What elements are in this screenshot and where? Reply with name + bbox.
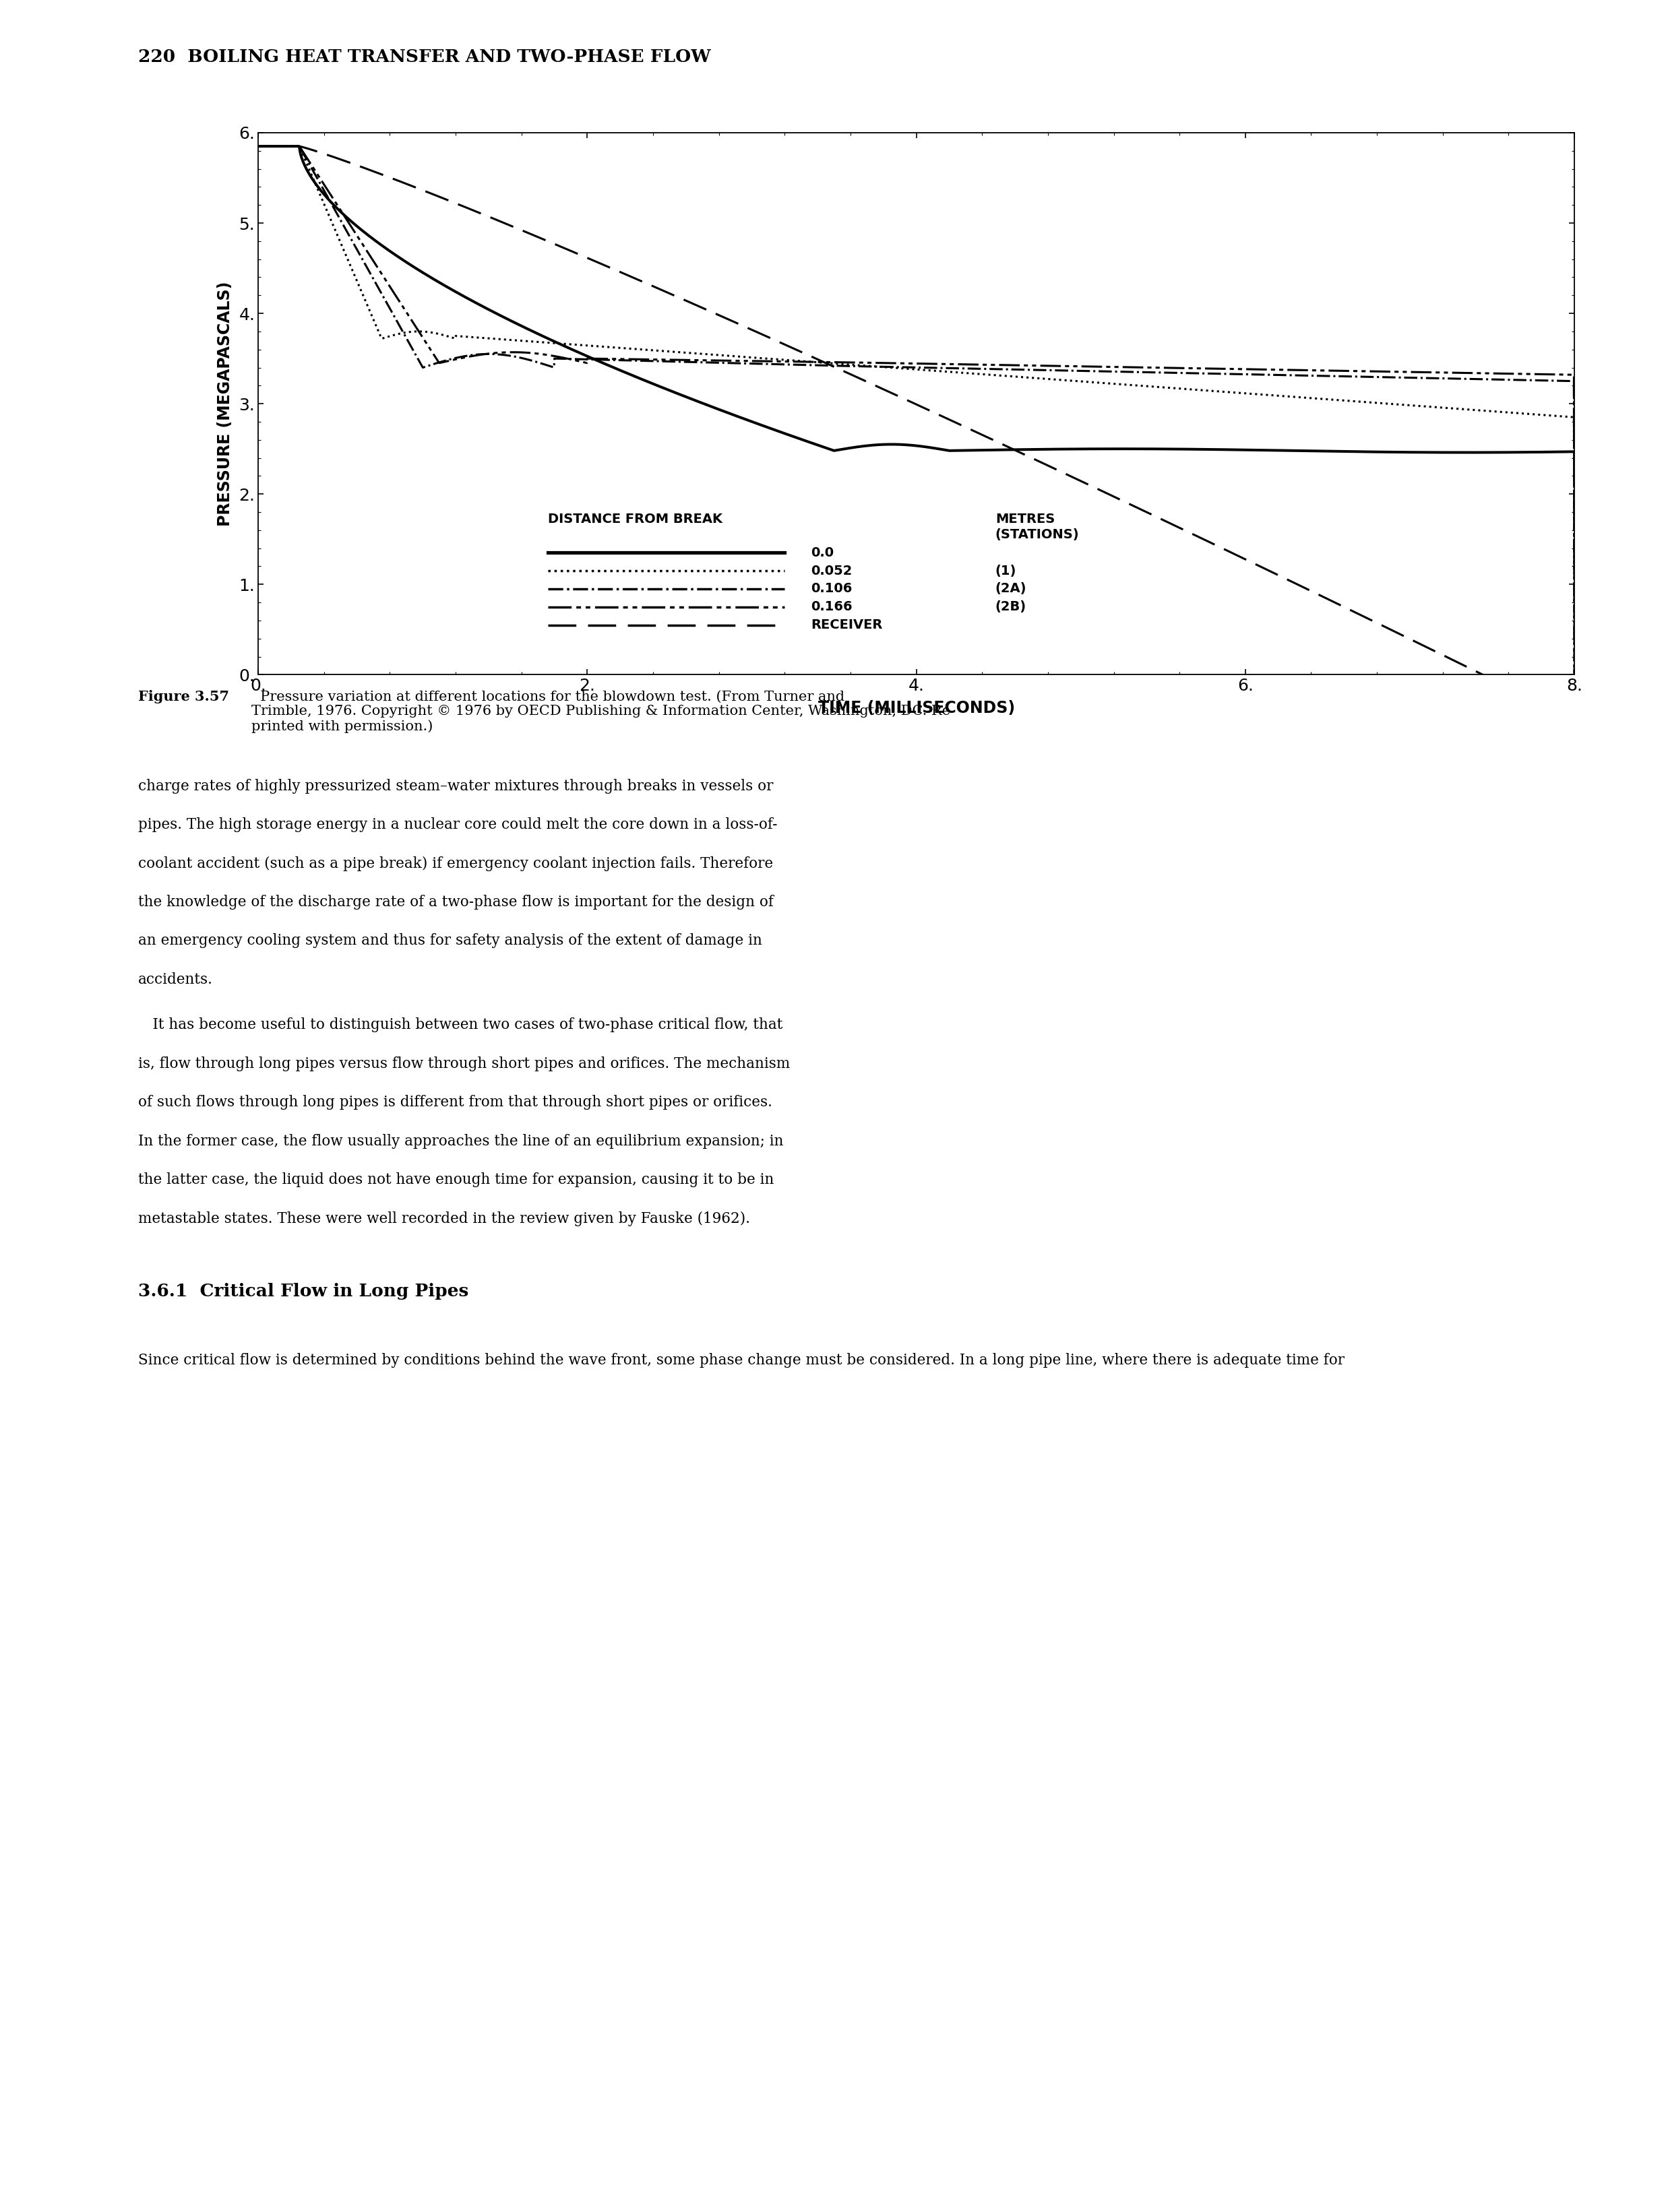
Text: 0.0: 0.0 (811, 546, 835, 560)
Text: Since critical flow is determined by conditions behind the wave front, some phas: Since critical flow is determined by con… (138, 1352, 1344, 1367)
Y-axis label: PRESSURE (MEGAPASCALS): PRESSURE (MEGAPASCALS) (217, 281, 233, 526)
Text: 3.6.1  Critical Flow in Long Pipes: 3.6.1 Critical Flow in Long Pipes (138, 1283, 468, 1301)
Text: metastable states. These were well recorded in the review given by Fauske (1962): metastable states. These were well recor… (138, 1210, 750, 1225)
Text: It has become useful to distinguish between two cases of two-phase critical flow: It has become useful to distinguish betw… (138, 1018, 783, 1033)
Text: 0.166: 0.166 (811, 599, 853, 613)
Text: pipes. The high storage energy in a nuclear core could melt the core down in a l: pipes. The high storage energy in a nucl… (138, 816, 778, 832)
Text: of such flows through long pipes is different from that through short pipes or o: of such flows through long pipes is diff… (138, 1095, 773, 1110)
Text: 0.106: 0.106 (811, 582, 853, 595)
Text: (2A): (2A) (995, 582, 1026, 595)
Text: an emergency cooling system and thus for safety analysis of the extent of damage: an emergency cooling system and thus for… (138, 933, 763, 949)
Text: Pressure variation at different locations for the blowdown test. (From Turner an: Pressure variation at different location… (252, 690, 955, 732)
Text: the knowledge of the discharge rate of a two-phase flow is important for the des: the knowledge of the discharge rate of a… (138, 894, 773, 909)
Text: the latter case, the liquid does not have enough time for expansion, causing it : the latter case, the liquid does not hav… (138, 1172, 775, 1188)
Text: 220  BOILING HEAT TRANSFER AND TWO-PHASE FLOW: 220 BOILING HEAT TRANSFER AND TWO-PHASE … (138, 49, 711, 66)
Text: charge rates of highly pressurized steam–water mixtures through breaks in vessel: charge rates of highly pressurized steam… (138, 779, 773, 794)
Text: (2B): (2B) (995, 599, 1026, 613)
Text: RECEIVER: RECEIVER (811, 619, 883, 630)
Text: is, flow through long pipes versus flow through short pipes and orifices. The me: is, flow through long pipes versus flow … (138, 1055, 790, 1071)
Text: DISTANCE FROM BREAK: DISTANCE FROM BREAK (548, 513, 723, 526)
Text: accidents.: accidents. (138, 971, 213, 987)
Text: (STATIONS): (STATIONS) (995, 529, 1080, 542)
Text: In the former case, the flow usually approaches the line of an equilibrium expan: In the former case, the flow usually app… (138, 1133, 783, 1148)
Text: METRES: METRES (995, 513, 1055, 526)
Text: Figure 3.57: Figure 3.57 (138, 690, 230, 703)
Text: (1): (1) (995, 564, 1016, 577)
Text: coolant accident (such as a pipe break) if emergency coolant injection fails. Th: coolant accident (such as a pipe break) … (138, 856, 773, 872)
X-axis label: TIME (MILLISECONDS): TIME (MILLISECONDS) (818, 699, 1015, 717)
Text: 0.052: 0.052 (811, 564, 853, 577)
